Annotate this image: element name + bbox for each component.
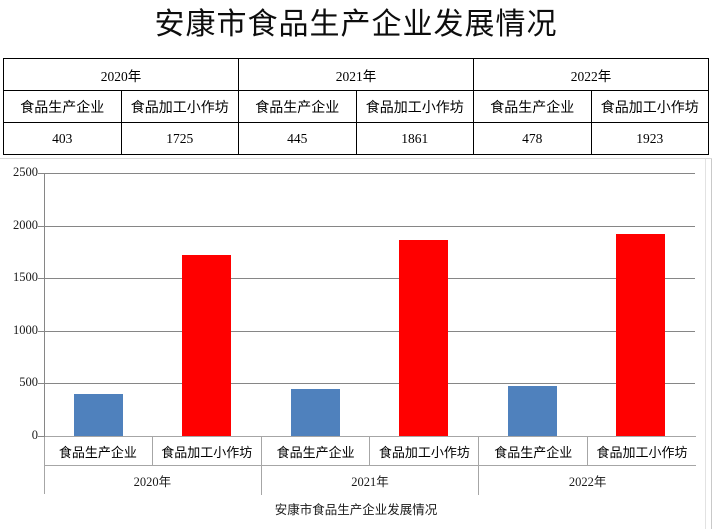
- gridline-2000: [44, 225, 695, 227]
- table-row-categories: 食品生产企业 食品加工小作坊 食品生产企业 食品加工小作坊 食品生产企业 食品加…: [3, 90, 709, 123]
- y-tick-1500: [38, 278, 45, 280]
- x-axis-category-3: 食品加工小作坊: [370, 437, 480, 466]
- page-title: 安康市食品生产企业发展情况: [154, 8, 558, 41]
- data-table: 2020年 2021年 2022年 食品生产企业 食品加工小作坊 食品生产企业 …: [3, 58, 709, 155]
- table-cell-value-4: 478: [473, 122, 592, 155]
- x-axis-category-0: 食品生产企业: [44, 437, 153, 466]
- bar-2[interactable]: [291, 389, 340, 436]
- table-cell-category-3: 食品加工小作坊: [355, 90, 474, 123]
- y-tick-2500: [38, 173, 45, 174]
- table-cell-value-3: 1861: [355, 122, 474, 155]
- table-cell-year-2020: 2020年: [3, 58, 239, 91]
- table-cell-year-2021: 2021年: [238, 58, 474, 91]
- y-axis-labels: 0 500 1000 1500 2000 2500: [0, 159, 38, 529]
- table-cell-category-5: 食品加工小作坊: [590, 90, 709, 123]
- y-axis-label-2500: 2500: [13, 165, 38, 179]
- table-cell-category-0: 食品生产企业: [3, 90, 122, 123]
- table-cell-value-1: 1725: [120, 122, 239, 155]
- chart-right-rule: [705, 159, 706, 529]
- x-axis-group-row: 2020年 2021年 2022年: [44, 465, 696, 495]
- bar-4[interactable]: [508, 385, 557, 436]
- x-axis-group-2021: 2021年: [262, 466, 480, 495]
- y-tick-2000: [38, 225, 45, 227]
- plot-area: [44, 173, 695, 437]
- y-tick-0: [38, 436, 45, 437]
- y-tick-1000: [38, 330, 45, 332]
- chart-caption: 安康市食品生产企业发展情况: [274, 503, 438, 517]
- y-axis-label-2000: 2000: [13, 217, 38, 232]
- y-axis-label-500: 500: [19, 375, 38, 390]
- bar-1[interactable]: [182, 254, 231, 436]
- y-axis-label-0: 0: [31, 428, 38, 442]
- bar-chart: 0 500 1000 1500 2000 2500 食品生产企业 食品加工小作坊 食品生产…: [0, 158, 712, 529]
- gridline-1000: [44, 330, 695, 332]
- table-cell-value-2: 445: [238, 122, 357, 155]
- x-axis-category-5: 食品加工小作坊: [596, 445, 688, 460]
- x-axis: 食品生产企业 食品加工小作坊 食品生产企业 食品加工小作坊 食品生产企业 食品加…: [44, 436, 696, 495]
- table-cell-category-2: 食品生产企业: [238, 90, 357, 123]
- gridline-1500: [44, 278, 695, 280]
- bar-3[interactable]: [399, 240, 448, 436]
- table-cell-value-5: 1923: [590, 122, 709, 155]
- bar-5[interactable]: [616, 233, 665, 436]
- table-cell-category-1: 食品加工小作坊: [120, 90, 239, 123]
- y-axis-label-1500: 1500: [13, 270, 38, 285]
- table-cell-category-4: 食品生产企业: [473, 90, 592, 123]
- x-axis-group-2022: 2022年: [568, 475, 607, 489]
- x-axis-category-4: 食品生产企业: [479, 437, 589, 466]
- x-axis-category-row: 食品生产企业 食品加工小作坊 食品生产企业 食品加工小作坊 食品生产企业 食品加…: [44, 436, 696, 466]
- gridline-2500: [44, 173, 695, 174]
- y-axis-line: [44, 173, 45, 437]
- gridline-500: [44, 383, 695, 385]
- table-row-years: 2020年 2021年 2022年: [3, 58, 709, 91]
- table-row-values: 403 1725 445 1861 478 1923: [3, 122, 709, 155]
- bar-0[interactable]: [74, 393, 123, 436]
- x-axis-group-2020: 2020年: [44, 466, 262, 495]
- x-axis-category-2: 食品生产企业: [262, 437, 371, 466]
- table-cell-value-0: 403: [3, 122, 122, 155]
- x-axis-category-1: 食品加工小作坊: [153, 437, 262, 466]
- table-cell-year-2022: 2022年: [473, 58, 709, 91]
- y-tick-500: [38, 383, 45, 385]
- y-axis-label-1000: 1000: [13, 322, 38, 337]
